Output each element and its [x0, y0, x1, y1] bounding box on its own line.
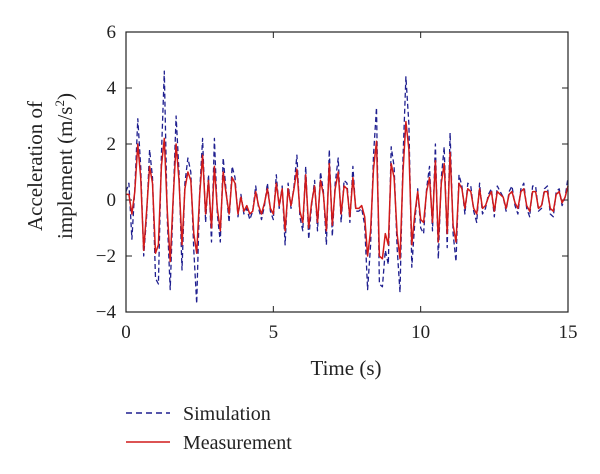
x-axis-ticks: 0 5 10 15 — [121, 32, 578, 343]
y-axis-label: Acceleration of implement (m/s2) — [23, 93, 77, 239]
y-axis-label-line2: implement (m/s2) — [52, 93, 77, 239]
y-tick-label: 4 — [107, 78, 117, 99]
x-tick-label: 15 — [559, 322, 578, 343]
legend-measurement-label: Measurement — [183, 432, 292, 454]
plot-frame — [125, 31, 569, 313]
y-axis-label-line1: Acceleration of — [23, 101, 47, 231]
x-tick-label: 10 — [411, 322, 430, 343]
legend-simulation-label: Simulation — [183, 403, 271, 425]
series-line-measurement — [126, 120, 569, 263]
y-tick-label: 0 — [107, 190, 117, 211]
x-tick-label: 0 — [121, 322, 131, 343]
series-line-simulation — [125, 70, 569, 305]
series-layer — [125, 70, 569, 305]
y-tick-label: −4 — [96, 302, 117, 323]
y-tick-label: 6 — [107, 22, 117, 43]
y-tick-label: 2 — [107, 134, 117, 155]
y-tick-label: −2 — [96, 246, 116, 267]
y-axis-ticks: −4 −2 0 2 4 6 — [96, 22, 568, 323]
x-axis-label: Time (s) — [311, 356, 382, 380]
x-tick-label: 5 — [269, 322, 279, 343]
legend: Simulation Measurement — [126, 403, 292, 454]
